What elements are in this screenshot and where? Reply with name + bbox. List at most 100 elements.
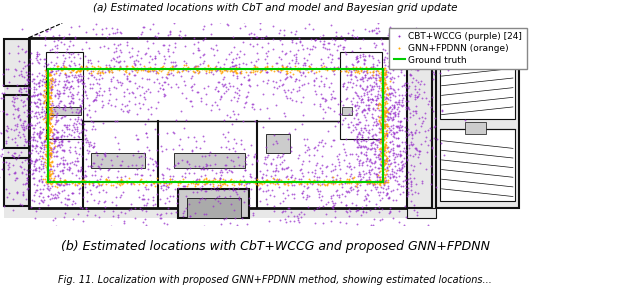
Point [328,203,338,208]
Point [227,15,237,20]
Point [373,173,383,177]
Point [320,182,330,187]
Point [113,80,123,85]
Point [51,154,61,158]
Point [65,70,76,75]
Point [10,140,20,144]
Point [67,128,77,132]
Point [333,120,344,124]
Point [214,176,225,181]
Point [371,171,381,176]
Point [21,63,31,68]
Point [51,139,61,144]
Point [364,177,374,181]
Point [315,34,325,39]
Point [27,108,37,113]
Point [386,50,396,55]
Point [74,73,84,78]
Point [358,143,368,148]
Point [377,112,387,116]
Point [51,134,61,139]
Point [323,181,333,186]
Point [350,180,360,184]
Point [309,178,319,182]
Point [384,158,394,162]
Point [17,203,27,207]
Point [286,210,296,214]
Point [255,199,266,203]
Point [309,208,319,213]
Point [67,93,77,98]
Point [35,191,45,196]
Point [62,197,72,202]
Point [354,180,364,185]
Point [136,172,146,177]
Point [211,43,221,48]
Point [195,186,205,191]
Point [376,109,386,113]
Point [86,173,97,177]
Point [378,86,388,90]
Point [72,80,83,84]
Point [283,176,293,181]
Point [49,145,60,150]
Point [165,174,175,179]
Point [70,34,81,39]
Point [382,117,392,122]
Point [106,158,116,162]
Point [139,95,149,100]
Point [178,68,188,73]
Point [385,111,396,116]
Point [185,214,195,218]
Point [200,65,210,70]
Point [328,168,339,173]
Point [257,253,267,257]
Point [40,142,51,147]
Point [342,66,353,71]
Point [371,78,381,83]
Point [285,70,295,74]
Point [193,90,204,95]
Point [20,124,31,128]
Point [366,223,376,228]
Point [199,176,209,181]
Point [41,73,51,78]
Point [228,146,238,151]
Point [352,122,362,127]
Point [360,88,370,92]
Point [104,32,115,36]
Point [44,152,54,157]
Point [44,159,54,164]
Point [72,77,82,82]
Point [34,169,44,174]
Point [60,102,70,107]
Point [405,73,415,77]
Point [83,209,93,214]
Point [45,120,55,125]
Point [335,200,346,205]
Point [252,42,262,46]
Point [353,188,363,192]
Bar [47,107,81,115]
Point [24,76,34,80]
Point [327,205,337,209]
Point [291,40,301,45]
Point [29,93,40,98]
Point [412,148,422,152]
Point [150,34,160,38]
Point [376,163,387,168]
Point [156,172,166,176]
Point [217,68,227,73]
Point [317,182,327,186]
Point [130,68,140,73]
Point [35,92,45,96]
Point [331,29,341,34]
Point [47,101,57,105]
Point [179,59,189,63]
Point [45,106,55,110]
Point [75,186,85,191]
Point [94,67,104,72]
Point [76,165,86,169]
Point [156,215,166,220]
Point [325,105,335,110]
